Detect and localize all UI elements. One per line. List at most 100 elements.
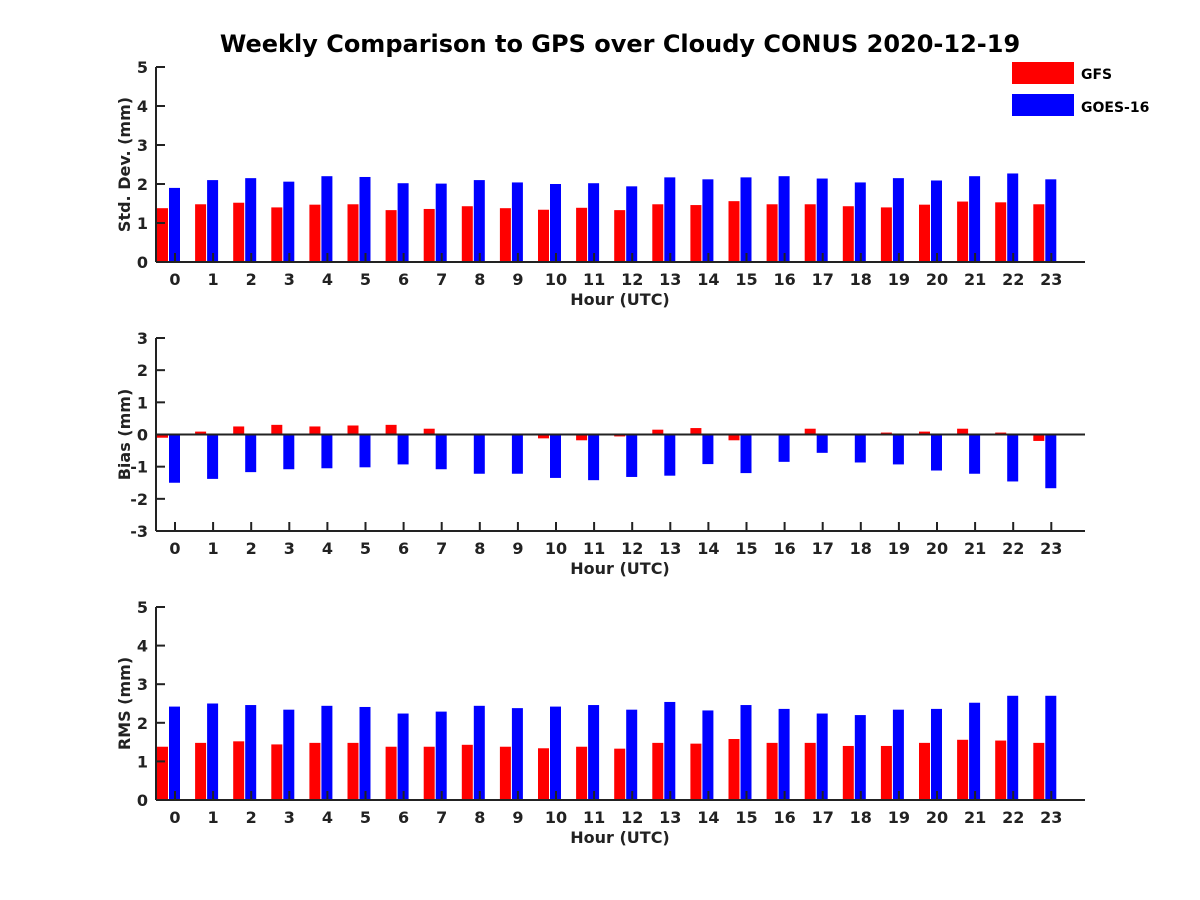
bar-gfs-hour-4 xyxy=(309,742,321,800)
bar-goes-16-hour-16 xyxy=(778,708,790,800)
x-tick-label: 12 xyxy=(621,808,643,827)
y-tick-label: -2 xyxy=(130,490,148,509)
bar-goes-16-hour-1 xyxy=(207,180,219,262)
x-tick-label: 18 xyxy=(850,539,872,558)
bar-gfs-hour-18 xyxy=(842,745,854,800)
bar-goes-16-hour-2 xyxy=(245,434,257,473)
x-tick-label: 4 xyxy=(322,270,333,289)
bar-goes-16-hour-7 xyxy=(435,711,447,800)
bar-goes-16-hour-23 xyxy=(1045,695,1057,800)
bar-gfs-hour-13 xyxy=(652,742,664,800)
x-tick-label: 11 xyxy=(583,808,605,827)
bar-goes-16-hour-13 xyxy=(664,177,676,262)
bar-gfs-hour-18 xyxy=(842,206,854,262)
bar-gfs-hour-22 xyxy=(995,202,1007,262)
x-tick-label: 16 xyxy=(773,539,795,558)
bar-gfs-hour-5 xyxy=(347,425,359,435)
bar-gfs-hour-12 xyxy=(614,210,626,262)
bar-goes-16-hour-10 xyxy=(550,706,561,800)
bar-goes-16-hour-9 xyxy=(511,434,523,474)
x-tick-label: 17 xyxy=(812,539,834,558)
bar-gfs-hour-8 xyxy=(461,744,473,800)
bar-gfs-hour-7 xyxy=(423,428,435,435)
x-tick-label: 9 xyxy=(512,270,523,289)
x-tick-label: 15 xyxy=(735,539,757,558)
bar-gfs-hour-11 xyxy=(576,434,588,441)
bar-gfs-hour-11 xyxy=(576,746,588,800)
bar-goes-16-hour-5 xyxy=(359,706,371,800)
bar-gfs-hour-3 xyxy=(271,207,283,262)
x-tick-label: 23 xyxy=(1040,539,1062,558)
x-tick-label: 23 xyxy=(1040,270,1062,289)
bar-gfs-hour-1 xyxy=(195,431,207,435)
x-tick-label: 6 xyxy=(398,539,409,558)
bar-gfs-hour-10 xyxy=(538,209,549,262)
x-tick-label: 13 xyxy=(659,539,681,558)
x-tick-label: 8 xyxy=(474,539,485,558)
bar-goes-16-hour-8 xyxy=(473,434,485,474)
bar-gfs-hour-4 xyxy=(309,204,321,262)
y-tick-label: 3 xyxy=(137,329,148,348)
x-tick-label: 17 xyxy=(812,270,834,289)
bar-gfs-hour-3 xyxy=(271,424,283,435)
bar-goes-16-hour-21 xyxy=(969,176,981,262)
x-tick-label: 12 xyxy=(621,270,643,289)
bar-goes-16-hour-6 xyxy=(397,434,409,465)
bar-gfs-hour-5 xyxy=(347,204,359,262)
bar-goes-16-hour-14 xyxy=(702,710,714,800)
bar-goes-16-hour-9 xyxy=(511,182,523,262)
bar-gfs-hour-4 xyxy=(309,426,321,435)
bar-goes-16-hour-19 xyxy=(892,709,904,800)
bar-goes-16-hour-21 xyxy=(969,702,981,800)
x-axis-label: Hour (UTC) xyxy=(570,290,670,309)
x-tick-label: 20 xyxy=(926,539,948,558)
bar-gfs-hour-14 xyxy=(690,743,702,800)
bar-goes-16-hour-11 xyxy=(588,183,600,262)
bar-goes-16-hour-10 xyxy=(550,184,561,262)
bar-gfs-hour-23 xyxy=(1033,434,1045,441)
bar-goes-16-hour-14 xyxy=(702,434,714,465)
bar-gfs-hour-16 xyxy=(766,742,778,800)
bar-gfs-hour-3 xyxy=(271,744,283,800)
bar-gfs-hour-20 xyxy=(919,431,930,435)
y-tick-label: 1 xyxy=(137,214,148,233)
y-tick-label: 2 xyxy=(137,175,148,194)
bar-gfs-hour-9 xyxy=(499,208,511,262)
bar-gfs-hour-2 xyxy=(233,426,245,435)
bar-gfs-hour-2 xyxy=(233,202,245,262)
x-tick-label: 19 xyxy=(888,270,910,289)
bar-gfs-hour-14 xyxy=(690,428,702,435)
x-tick-label: 18 xyxy=(850,808,872,827)
y-tick-label: 0 xyxy=(137,426,148,445)
bar-gfs-hour-7 xyxy=(423,746,435,800)
bar-gfs-hour-6 xyxy=(385,424,397,435)
y-tick-label: 5 xyxy=(137,58,148,77)
x-tick-label: 0 xyxy=(169,539,180,558)
bar-goes-16-hour-0 xyxy=(169,434,180,483)
bar-goes-16-hour-22 xyxy=(1007,695,1019,800)
bar-gfs-hour-23 xyxy=(1033,204,1045,262)
legend-swatch-goes-16 xyxy=(1012,94,1074,116)
bar-gfs-hour-6 xyxy=(385,746,397,800)
x-tick-label: 13 xyxy=(659,270,681,289)
bar-goes-16-hour-15 xyxy=(740,177,752,262)
bar-gfs-hour-20 xyxy=(919,742,930,800)
y-tick-label: 2 xyxy=(137,714,148,733)
bar-goes-16-hour-23 xyxy=(1045,434,1057,489)
bar-goes-16-hour-22 xyxy=(1007,434,1019,482)
bar-gfs-hour-0 xyxy=(157,434,168,438)
bar-goes-16-hour-19 xyxy=(892,178,904,262)
x-tick-label: 1 xyxy=(208,808,219,827)
x-tick-label: 2 xyxy=(246,270,257,289)
bar-gfs-hour-14 xyxy=(690,205,702,262)
bar-gfs-hour-15 xyxy=(728,739,740,800)
x-tick-label: 0 xyxy=(169,270,180,289)
bar-gfs-hour-12 xyxy=(614,748,626,800)
x-tick-label: 13 xyxy=(659,808,681,827)
x-tick-label: 7 xyxy=(436,808,447,827)
x-tick-label: 2 xyxy=(246,808,257,827)
x-tick-label: 3 xyxy=(284,539,295,558)
bar-goes-16-hour-9 xyxy=(511,708,523,800)
bar-goes-16-hour-13 xyxy=(664,701,676,800)
